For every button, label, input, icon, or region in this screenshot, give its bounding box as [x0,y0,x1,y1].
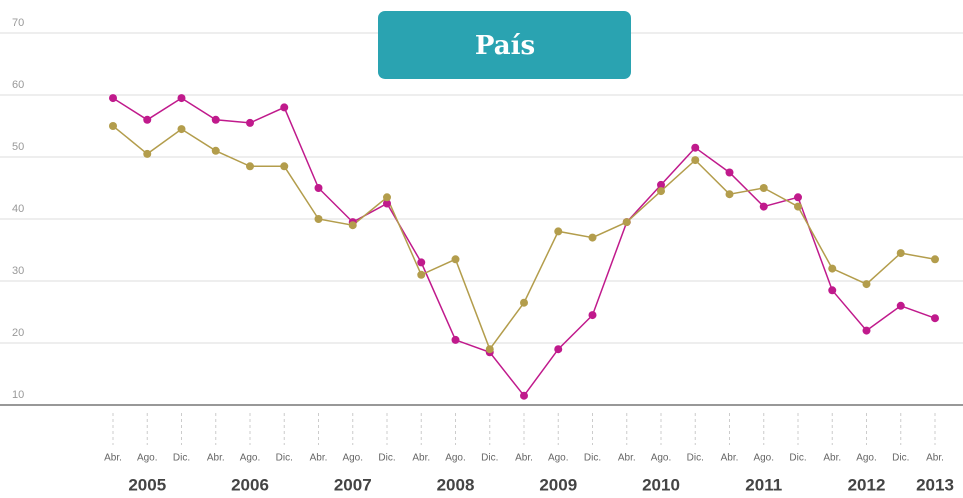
data-point [280,162,289,171]
year-label: 2006 [231,475,269,494]
data-point [177,94,186,103]
data-point [622,218,631,227]
y-tick-label: 20 [12,327,24,339]
data-point [862,280,871,289]
x-tick-label: Ago. [240,453,261,464]
year-label: 2005 [128,475,166,494]
data-point [417,270,426,279]
data-point [314,215,323,223]
data-point [109,94,117,103]
data-point [348,221,357,230]
series-line [112,125,936,351]
x-tick-label: Dic. [789,453,806,464]
x-tick-label: Abr. [310,453,328,464]
data-point [383,199,391,208]
data-point [520,391,528,400]
data-point [691,143,700,152]
year-label: 2009 [539,475,577,494]
data-point [383,193,391,202]
year-label: 2010 [642,475,680,494]
data-point [896,301,905,310]
x-tick-label: Dic. [687,453,704,464]
data-point [931,255,939,264]
x-tick-label: Ago. [548,453,569,464]
x-tick-label: Ago. [856,453,877,464]
data-point [828,286,837,295]
x-tick-label: Dic. [481,453,498,464]
series-line [112,97,936,397]
data-point [211,115,220,124]
year-label: 2007 [334,475,372,494]
x-tick-label: Abr. [412,453,430,464]
x-tick-label: Ago. [651,453,672,464]
data-point [177,125,186,134]
x-tick-label: Ago. [753,453,774,464]
y-tick-label: 70 [12,17,24,29]
x-tick-label: Abr. [618,453,636,464]
y-tick-label: 30 [12,265,24,277]
data-point [143,115,152,124]
chart-title: País [475,31,535,61]
title-box [378,11,631,79]
year-label: 2008 [437,475,475,494]
data-point [554,345,563,354]
data-point [588,311,597,320]
x-tick-label: Abr. [823,453,841,464]
data-point [554,227,563,236]
data-point [314,184,323,192]
y-tick-label: 60 [12,79,24,91]
y-tick-label: 50 [12,141,24,153]
x-tick-label: Dic. [892,453,909,464]
x-tick-label: Ago. [445,453,466,464]
data-point [246,162,254,171]
data-point [931,314,939,323]
x-tick-label: Abr. [515,453,533,464]
year-label: 2012 [848,475,886,494]
x-tick-label: Abr. [207,453,225,464]
data-point [725,168,734,177]
data-point [520,298,528,307]
y-tick-label: 10 [12,389,24,401]
x-tick-label: Dic. [378,453,395,464]
data-point [588,233,597,242]
y-tick-label: 40 [12,203,24,215]
data-point [691,156,700,165]
data-point [451,255,460,264]
x-tick-label: Abr. [721,453,739,464]
x-tick-label: Ago. [342,453,363,464]
data-point [211,146,220,155]
data-point [862,326,871,335]
x-tick-label: Dic. [173,453,190,464]
data-point [451,335,460,344]
x-tick-label: Ago. [137,453,158,464]
data-point [759,202,768,211]
data-point [657,187,665,196]
data-point [896,249,905,258]
data-point [828,264,837,273]
data-point [109,122,117,130]
data-point [794,193,802,202]
data-point [246,118,254,127]
x-tick-label: Dic. [276,453,293,464]
data-point [657,180,665,189]
data-point [417,258,426,267]
x-tick-label: Abr. [926,453,944,464]
data-point [485,345,494,354]
year-label: 2011 [745,475,782,494]
data-point [759,184,768,192]
year-label: 2013 [916,475,954,494]
x-tick-label: Dic. [584,453,601,464]
data-point [794,202,802,211]
data-point [280,103,289,112]
data-point [725,190,734,199]
data-point [143,149,152,158]
x-tick-label: Abr. [104,453,122,464]
